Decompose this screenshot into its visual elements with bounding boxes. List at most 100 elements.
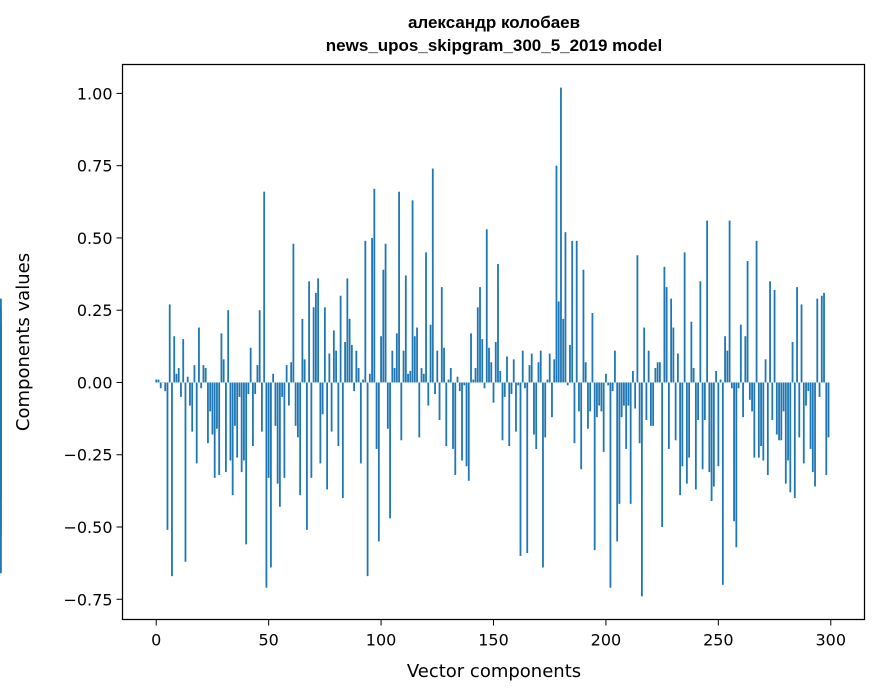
bar xyxy=(398,191,400,383)
bar xyxy=(427,382,430,406)
bar xyxy=(180,382,182,397)
x-tick-label: 50 xyxy=(258,631,278,650)
bar xyxy=(665,287,668,383)
bar xyxy=(670,298,673,383)
bars-group xyxy=(0,87,830,597)
bar xyxy=(449,368,452,383)
bar xyxy=(562,318,565,383)
bar xyxy=(240,382,243,473)
bar xyxy=(782,382,785,412)
bar xyxy=(539,350,542,383)
bar xyxy=(726,350,729,383)
x-axis-label: Vector components xyxy=(407,661,581,682)
y-tick-label: −0.50 xyxy=(63,518,112,537)
bar xyxy=(470,333,472,383)
bar xyxy=(184,382,187,562)
bar xyxy=(328,353,331,383)
bar xyxy=(616,382,619,542)
y-tick-label: 0.50 xyxy=(77,229,113,248)
bar xyxy=(168,304,171,383)
bar xyxy=(506,356,508,383)
bar xyxy=(800,304,803,383)
bar xyxy=(225,382,227,473)
y-tick-label: −0.25 xyxy=(63,446,112,465)
bar xyxy=(676,353,679,383)
x-tick-label: 250 xyxy=(703,631,734,650)
bar xyxy=(155,379,158,383)
bar xyxy=(308,281,311,383)
bar xyxy=(371,237,373,383)
bar xyxy=(654,368,657,383)
bar xyxy=(296,382,299,438)
bar xyxy=(193,365,196,383)
bar xyxy=(431,168,434,383)
bar xyxy=(0,382,2,574)
bar xyxy=(443,347,445,383)
bar xyxy=(458,382,461,392)
bar xyxy=(157,379,160,383)
bar xyxy=(303,359,306,383)
bar xyxy=(227,310,230,383)
bar xyxy=(411,200,414,383)
bar xyxy=(209,382,212,412)
bar xyxy=(270,382,272,568)
bar xyxy=(490,362,493,383)
bar xyxy=(368,373,371,383)
bar xyxy=(717,382,720,467)
bar xyxy=(710,382,713,501)
chart-subtitle: news_upos_skipgram_300_5_2019 model xyxy=(326,36,662,55)
bar xyxy=(409,370,412,383)
bar xyxy=(256,365,259,383)
bar xyxy=(173,336,176,383)
bar xyxy=(335,350,338,383)
bar xyxy=(690,321,693,383)
bar xyxy=(623,382,625,406)
bar xyxy=(485,229,488,383)
bar xyxy=(510,382,513,395)
bar xyxy=(775,382,778,435)
bar xyxy=(211,382,214,435)
y-tick-label: −0.75 xyxy=(63,590,112,609)
bar xyxy=(667,382,670,449)
bar xyxy=(258,310,261,383)
bar xyxy=(213,382,216,478)
bar xyxy=(252,382,254,447)
bar xyxy=(344,342,346,383)
bar xyxy=(744,336,747,383)
bar xyxy=(823,292,825,383)
bar xyxy=(195,382,198,464)
bar xyxy=(607,382,610,386)
bar xyxy=(703,382,706,421)
bar xyxy=(674,382,677,441)
bar xyxy=(238,382,241,397)
bar xyxy=(0,382,2,403)
bar xyxy=(285,365,288,383)
bar xyxy=(575,240,578,383)
x-tick-label: 200 xyxy=(591,631,622,650)
bar xyxy=(807,382,810,392)
bar xyxy=(755,240,758,383)
bar xyxy=(445,382,448,447)
bar xyxy=(683,252,686,383)
bar xyxy=(798,382,801,438)
bar xyxy=(546,379,549,383)
bar xyxy=(609,382,612,588)
bar xyxy=(353,382,355,392)
bar xyxy=(512,359,515,383)
bar xyxy=(186,376,189,383)
bar xyxy=(395,333,398,383)
bar xyxy=(802,382,805,464)
bar xyxy=(569,344,571,383)
bar xyxy=(339,295,342,383)
bar xyxy=(600,382,603,412)
bar xyxy=(618,382,621,504)
bar xyxy=(560,87,562,383)
y-tick-label: 1.00 xyxy=(77,84,113,103)
bar xyxy=(587,382,589,429)
bar xyxy=(447,379,450,383)
bar xyxy=(762,382,765,461)
bar xyxy=(386,382,389,429)
bar xyxy=(463,382,466,386)
bar xyxy=(793,382,796,499)
